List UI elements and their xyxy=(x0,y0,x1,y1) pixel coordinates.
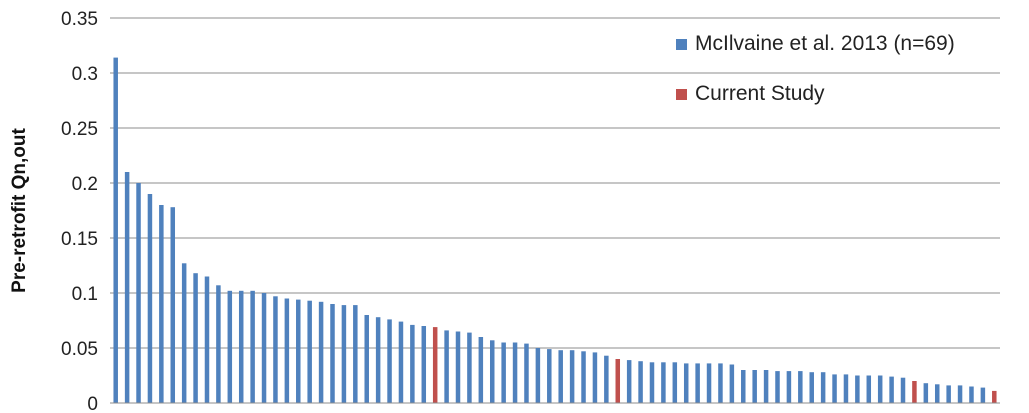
bar-mcilvaine xyxy=(124,172,130,403)
bar-mcilvaine xyxy=(592,352,598,403)
bar-mcilvaine xyxy=(877,375,883,403)
y-tick-label: 0.25 xyxy=(61,119,98,140)
bar-mcilvaine xyxy=(512,342,518,403)
bar-mcilvaine xyxy=(843,374,849,403)
bar-mcilvaine xyxy=(569,350,575,403)
bar-mcilvaine xyxy=(923,383,929,403)
bar-mcilvaine xyxy=(330,304,335,403)
bars xyxy=(113,57,997,403)
bar-mcilvaine xyxy=(741,370,746,403)
bar-mcilvaine xyxy=(798,371,803,403)
bar-mcilvaine xyxy=(455,331,461,403)
bar-mcilvaine xyxy=(832,374,837,403)
bar-mcilvaine xyxy=(855,375,860,403)
bar-mcilvaine xyxy=(238,290,244,403)
bar-mcilvaine xyxy=(729,364,735,403)
bar-mcilvaine xyxy=(227,290,233,403)
bar-mcilvaine xyxy=(957,385,963,403)
bar-mcilvaine xyxy=(307,300,312,403)
y-tick-label: 0.1 xyxy=(72,284,98,305)
bar-mcilvaine xyxy=(113,57,118,403)
legend-swatch-series-2 xyxy=(676,88,687,100)
bar-mcilvaine xyxy=(147,194,153,403)
bar-mcilvaine xyxy=(649,362,655,403)
y-axis-title: Pre-retrofit Qn,out xyxy=(9,127,30,292)
bar-mcilvaine xyxy=(934,384,940,403)
y-tick-label: 0.3 xyxy=(72,64,98,85)
bar-mcilvaine xyxy=(683,363,689,403)
y-tick-label: 0 xyxy=(87,394,98,413)
bar-mcilvaine xyxy=(900,377,906,403)
bar-mcilvaine xyxy=(752,370,757,403)
legend-item-series-1: McIlvaine et al. 2013 (n=69) xyxy=(676,30,1026,58)
bar-mcilvaine xyxy=(318,301,324,403)
bar-mcilvaine xyxy=(547,349,552,403)
bar-mcilvaine xyxy=(478,337,484,403)
bar-mcilvaine xyxy=(604,355,609,403)
bar-mcilvaine xyxy=(353,305,358,403)
bar-mcilvaine xyxy=(387,319,392,403)
legend-item-series-2: Current Study xyxy=(676,80,1026,108)
bar-mcilvaine xyxy=(661,362,666,403)
bar-mcilvaine xyxy=(581,351,586,403)
bar-mcilvaine xyxy=(296,299,301,403)
bar-current-study xyxy=(432,327,438,403)
bar-mcilvaine xyxy=(524,343,529,403)
bar-mcilvaine xyxy=(718,363,723,403)
bar-mcilvaine xyxy=(444,330,449,403)
bar-mcilvaine xyxy=(410,324,415,403)
bar-mcilvaine xyxy=(193,273,198,403)
bar-mcilvaine xyxy=(775,371,780,403)
bar-mcilvaine xyxy=(969,386,974,403)
bar-mcilvaine xyxy=(535,348,541,403)
legend-label-series-1: McIlvaine et al. 2013 (n=69) xyxy=(695,32,955,55)
bar-mcilvaine xyxy=(170,207,176,403)
bar-mcilvaine xyxy=(501,342,506,403)
bar-mcilvaine xyxy=(284,298,290,403)
bar-mcilvaine xyxy=(159,205,164,403)
bar-mcilvaine xyxy=(809,372,814,403)
bar-mcilvaine xyxy=(398,321,404,403)
bar-mcilvaine xyxy=(467,332,472,403)
bar-mcilvaine xyxy=(489,340,495,403)
y-tick-label: 0.35 xyxy=(61,9,98,30)
bar-mcilvaine xyxy=(763,370,769,403)
legend: McIlvaine et al. 2013 (n=69) Current Stu… xyxy=(676,30,1026,130)
bar-mcilvaine xyxy=(364,315,369,403)
bar-mcilvaine xyxy=(706,363,712,403)
bar-mcilvaine xyxy=(204,276,210,403)
bar-mcilvaine xyxy=(866,375,872,403)
bar-mcilvaine xyxy=(421,326,427,403)
bar-mcilvaine xyxy=(946,385,951,403)
y-tick-labels: 0 0.05 0.1 0.15 0.2 0.25 0.3 0.35 xyxy=(61,9,98,413)
legend-swatch-series-1 xyxy=(676,38,687,50)
y-tick-label: 0.15 xyxy=(61,229,98,250)
bar-current-study xyxy=(615,359,621,403)
bar-mcilvaine xyxy=(980,387,986,403)
bar-mcilvaine xyxy=(216,285,221,403)
bar-current-study xyxy=(992,390,997,403)
bar-mcilvaine xyxy=(889,376,894,403)
gridlines xyxy=(110,17,1000,349)
y-tick-label: 0.2 xyxy=(72,174,98,195)
bar-mcilvaine xyxy=(558,350,563,403)
bar-mcilvaine xyxy=(261,293,267,403)
bar-mcilvaine xyxy=(250,290,255,403)
bar-mcilvaine xyxy=(786,371,792,403)
bar-mcilvaine xyxy=(626,360,632,403)
bar-mcilvaine xyxy=(341,305,347,403)
bar-mcilvaine xyxy=(820,372,826,403)
bar-mcilvaine xyxy=(181,263,187,403)
bar-mcilvaine xyxy=(638,361,643,403)
legend-label-series-2: Current Study xyxy=(695,82,825,105)
y-tick-label: 0.05 xyxy=(61,339,98,360)
bar-current-study xyxy=(912,381,917,403)
bar-mcilvaine xyxy=(672,362,678,403)
bar-mcilvaine xyxy=(136,183,141,403)
bar-mcilvaine xyxy=(375,317,381,403)
bar-mcilvaine xyxy=(695,363,700,403)
bar-mcilvaine xyxy=(273,296,278,403)
